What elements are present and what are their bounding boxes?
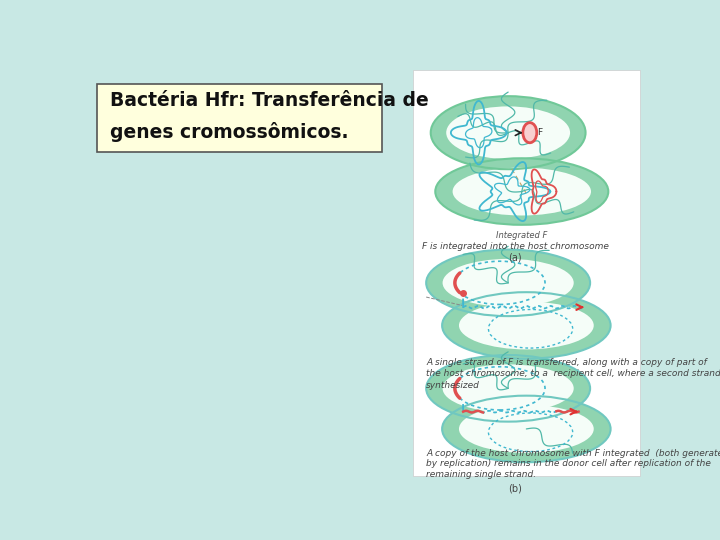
FancyBboxPatch shape (413, 70, 640, 476)
Ellipse shape (443, 364, 574, 413)
Ellipse shape (446, 106, 570, 159)
Ellipse shape (523, 123, 537, 143)
Ellipse shape (442, 396, 611, 462)
Text: F is integrated into the host chromosome: F is integrated into the host chromosome (421, 242, 608, 251)
Text: A single strand of F is transferred, along with a copy of part of: A single strand of F is transferred, alo… (426, 358, 707, 367)
Ellipse shape (459, 405, 594, 453)
Text: (a): (a) (508, 252, 522, 262)
Text: (b): (b) (508, 484, 522, 494)
Ellipse shape (436, 158, 608, 225)
Text: synthesized: synthesized (426, 381, 480, 390)
FancyBboxPatch shape (97, 84, 382, 152)
Text: A copy of the host chromosome with F integrated  (both generated: A copy of the host chromosome with F int… (426, 449, 720, 458)
Text: remaining single strand.: remaining single strand. (426, 469, 536, 478)
Ellipse shape (431, 96, 585, 169)
Text: F: F (537, 128, 542, 137)
Text: Bactéria Hfr: Transferência de: Bactéria Hfr: Transferência de (110, 91, 429, 110)
Ellipse shape (442, 292, 611, 359)
Ellipse shape (426, 249, 590, 316)
Ellipse shape (443, 259, 574, 307)
Text: Integrated F: Integrated F (496, 231, 547, 240)
Ellipse shape (426, 355, 590, 422)
Text: by replication) remains in the donor cell after replication of the: by replication) remains in the donor cel… (426, 460, 711, 468)
Text: genes cromossômicos.: genes cromossômicos. (110, 122, 348, 141)
Ellipse shape (459, 301, 594, 349)
Ellipse shape (453, 167, 591, 215)
Text: the host chromosome, to a  recipient cell, where a second strand is: the host chromosome, to a recipient cell… (426, 369, 720, 379)
